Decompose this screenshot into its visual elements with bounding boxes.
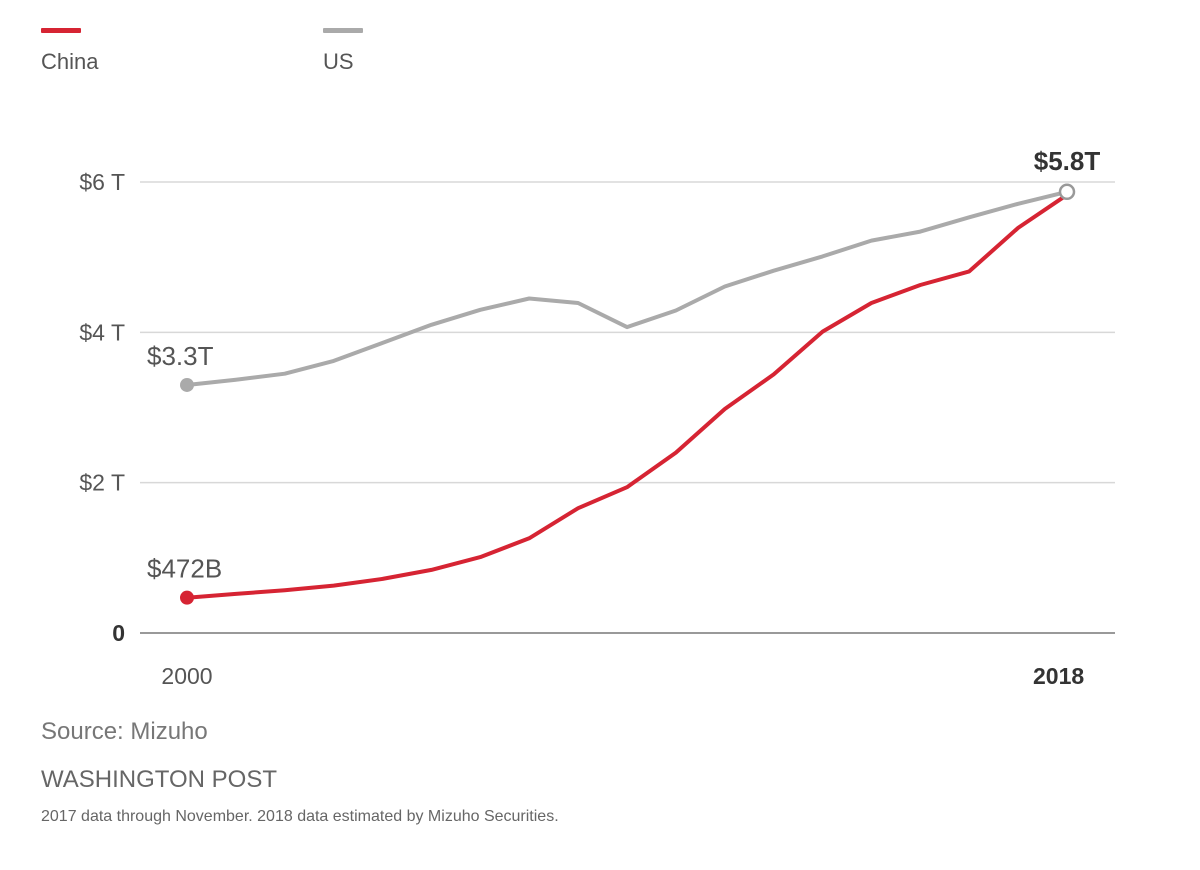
end-point bbox=[1058, 183, 1076, 201]
y-tick-label: $6 T bbox=[79, 169, 125, 195]
y-axis-ticks: 0 $2 T $4 T $6 T bbox=[79, 169, 125, 646]
legend-label-china: China bbox=[41, 49, 99, 74]
x-tick-label: 2000 bbox=[161, 663, 212, 689]
source-text: Source: Mizuho bbox=[41, 718, 208, 745]
line-chart: 0 $2 T $4 T $6 T 2000 2018 $3.3T $472B $5.8T bbox=[79, 146, 1115, 689]
gridlines bbox=[140, 181, 1115, 634]
series-line-china bbox=[185, 192, 1069, 600]
annotation-china: $472B bbox=[147, 554, 222, 584]
start-point-china bbox=[180, 590, 194, 605]
series-line-us bbox=[185, 189, 1069, 387]
legend-swatch-us bbox=[323, 28, 363, 33]
legend-swatch-china bbox=[41, 28, 81, 33]
y-tick-label: 0 bbox=[112, 620, 125, 646]
y-tick-label: $2 T bbox=[79, 470, 125, 496]
x-axis-ticks: 2000 2018 bbox=[161, 663, 1084, 689]
annotation-both: $5.8T bbox=[1034, 146, 1101, 176]
legend-label-us: US bbox=[323, 49, 354, 74]
y-tick-label: $4 T bbox=[79, 319, 125, 345]
credit-text: WASHINGTON POST bbox=[41, 766, 278, 793]
series-lines bbox=[180, 183, 1076, 605]
footnote-text: 2017 data through November. 2018 data es… bbox=[41, 808, 559, 825]
start-point-us bbox=[180, 377, 194, 392]
legend-item-us: US bbox=[323, 28, 363, 75]
annotation-us: $3.3T bbox=[147, 341, 214, 371]
legend-item-china: China bbox=[41, 28, 98, 75]
x-tick-label: 2018 bbox=[1033, 663, 1084, 689]
annotations: $3.3T $472B $5.8T bbox=[147, 146, 1100, 584]
